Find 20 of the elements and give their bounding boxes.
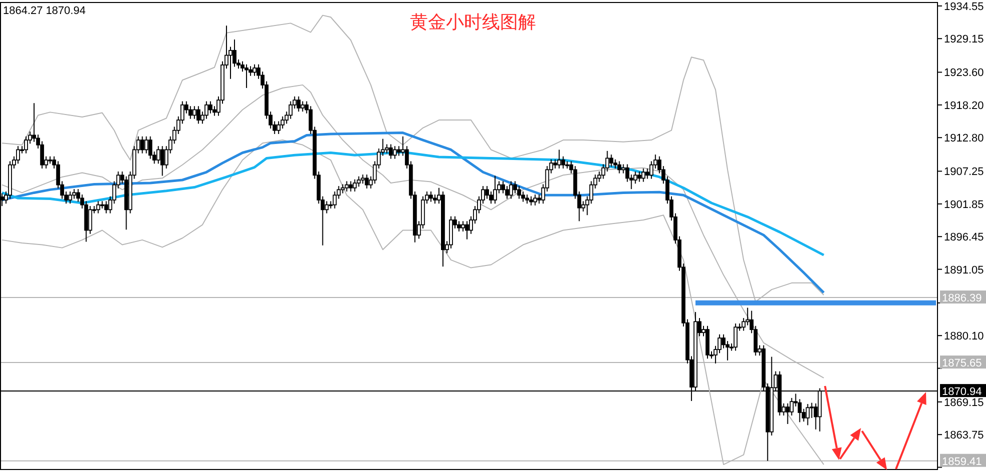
y-tick-label: 1907.25 [944, 166, 984, 178]
line-series [0, 132, 826, 294]
ref-line-label: 1870.94 [942, 386, 982, 398]
y-tick-label: 1912.80 [944, 132, 984, 145]
y-tick-label: 1896.45 [944, 232, 984, 244]
ref-line-label: 1875.65 [942, 358, 982, 370]
y-tick-label: 1934.55 [944, 0, 984, 13]
ref-line-label: 1859.41 [942, 456, 982, 468]
y-tick-label: 1880.10 [944, 330, 984, 343]
text: 黄金小时线图解 [410, 12, 536, 32]
y-tick-label: 1901.85 [944, 198, 984, 211]
ref-line-label: 1886.39 [942, 292, 982, 305]
y-tick-label: 1863.75 [944, 430, 984, 442]
y-tick-label: 1918.20 [944, 100, 984, 112]
line-series [0, 150, 826, 256]
y-tick-label: 1929.15 [944, 34, 984, 46]
annotation: 1864.27 1870.94 [3, 5, 86, 17]
y-tick-label: 1891.05 [944, 264, 984, 276]
y-tick-label: 1923.60 [944, 67, 984, 80]
y-tick-label: 1869.15 [944, 396, 984, 409]
